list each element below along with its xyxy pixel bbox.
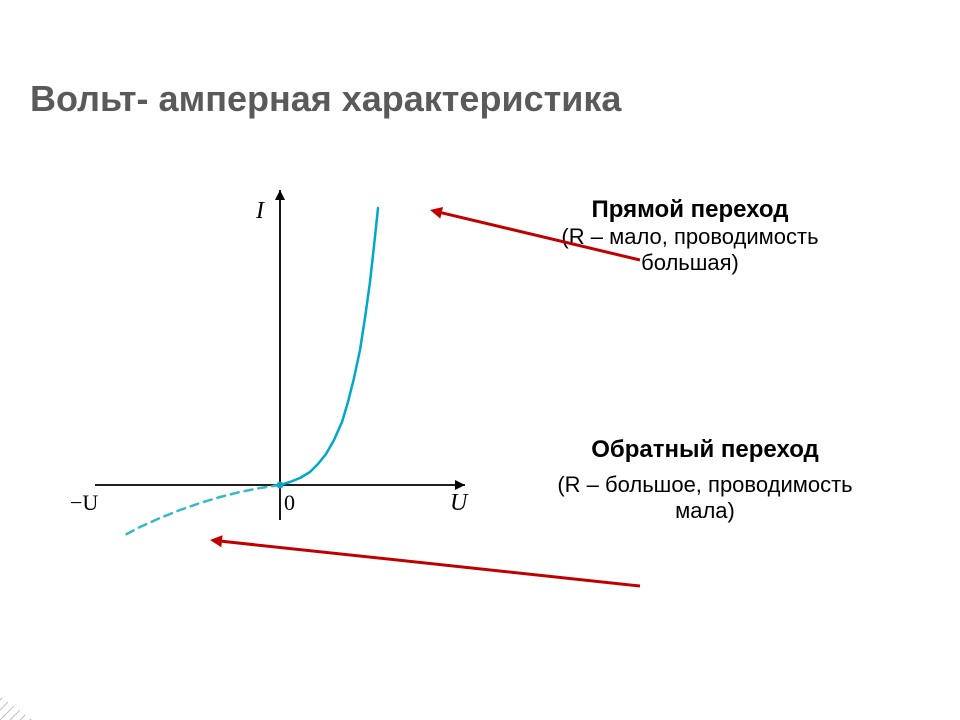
- forward-label-sub: (R – мало, проводимость большая): [530, 224, 850, 276]
- svg-text:U: U: [450, 490, 469, 516]
- page-title: Вольт- амперная характеристика: [30, 78, 621, 120]
- svg-text:I: I: [255, 198, 265, 224]
- forward-label-title: Прямой переход: [530, 196, 850, 224]
- svg-text:−U: −U: [70, 490, 98, 515]
- forward-transition-label: Прямой переход (R – мало, проводимость б…: [530, 196, 850, 276]
- iv-chart-svg: I 0 U −U: [60, 180, 480, 560]
- reverse-label-title: Обратный переход: [530, 436, 880, 464]
- reverse-label-sub: (R – большое, проводимость мала): [530, 472, 880, 524]
- iv-chart: I 0 U −U: [60, 180, 480, 560]
- reverse-transition-label: Обратный переход (R – большое, проводимо…: [530, 436, 880, 524]
- corner-hatch-decoration: [0, 580, 200, 720]
- svg-text:0: 0: [284, 490, 295, 515]
